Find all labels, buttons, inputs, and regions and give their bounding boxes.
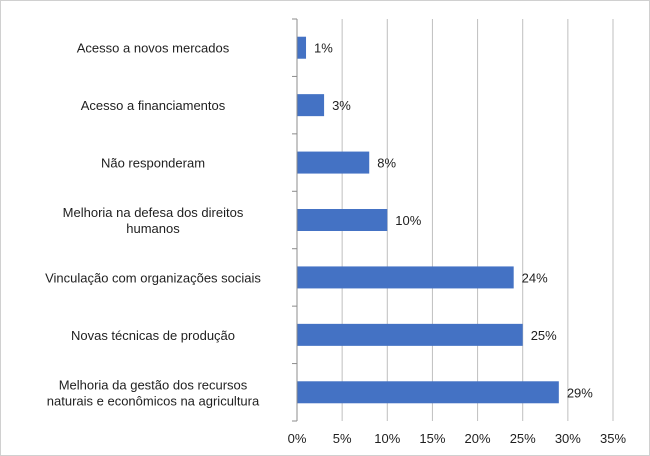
category-label: Vinculação com organizações sociais — [45, 270, 261, 285]
category-label: Melhoria na defesa dos direitos humanos — [63, 205, 244, 236]
bar — [297, 36, 307, 59]
bar — [297, 151, 370, 174]
bar — [297, 323, 523, 346]
x-tick-label: 30% — [555, 431, 581, 446]
x-tick-labels: 0% 5% 10% 15% 20% 25% 30% 35% — [288, 431, 627, 446]
data-label: 8% — [377, 156, 396, 171]
bar — [297, 266, 514, 289]
data-labels: 1% 3% 8% 10% 24% 25% 29% — [314, 41, 593, 401]
bar — [297, 209, 388, 231]
x-tick-label: 15% — [419, 431, 445, 446]
x-tick-label: 10% — [374, 431, 400, 446]
category-label: Novas técnicas de produção — [71, 328, 235, 343]
data-label: 1% — [314, 41, 333, 56]
x-tick-label: 5% — [333, 431, 352, 446]
x-tick-label: 35% — [600, 431, 626, 446]
x-tick-label: 0% — [288, 431, 307, 446]
category-label: Acesso a novos mercados — [77, 41, 230, 56]
data-label: 24% — [522, 270, 548, 285]
data-label: 10% — [395, 213, 421, 228]
category-labels: Acesso a novos mercados Acesso a financia… — [45, 41, 261, 409]
bar — [297, 94, 325, 117]
data-label: 3% — [332, 98, 351, 113]
category-label: Não responderam — [101, 156, 205, 171]
bar — [297, 381, 559, 404]
x-tick-label: 20% — [465, 431, 491, 446]
x-tick-label: 25% — [510, 431, 536, 446]
data-label: 29% — [567, 385, 593, 400]
category-label: Acesso a financiamentos — [81, 98, 226, 113]
category-label: Melhoria da gestão dos recursos naturais … — [47, 377, 260, 408]
bars — [297, 36, 559, 404]
gridlines — [341, 19, 614, 421]
data-label: 25% — [531, 328, 557, 343]
y-axis — [292, 18, 298, 422]
